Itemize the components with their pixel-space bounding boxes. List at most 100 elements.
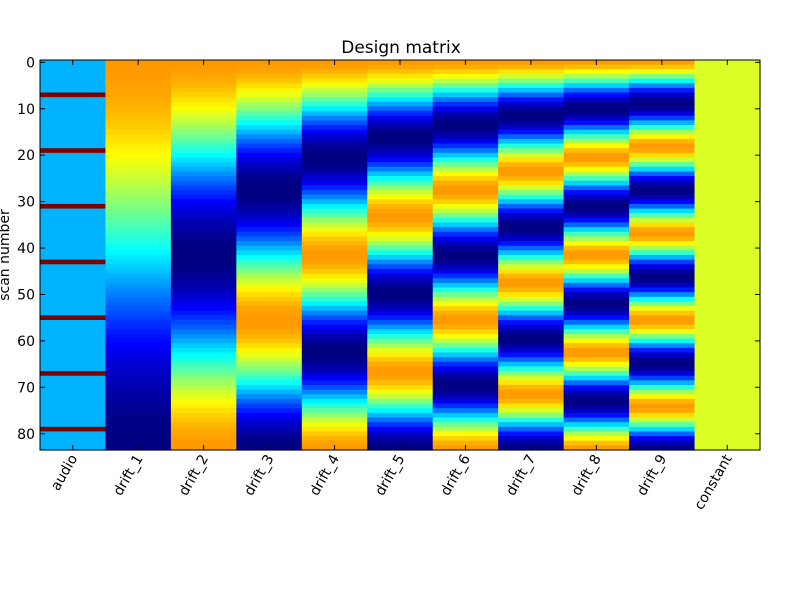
heatmap-cell xyxy=(367,343,434,349)
heatmap-cell xyxy=(301,203,368,210)
heatmap-cell xyxy=(694,138,761,145)
heatmap-cell xyxy=(105,236,172,242)
heatmap-cell xyxy=(105,69,172,75)
heatmap-cell xyxy=(629,403,696,409)
heatmap-cell xyxy=(563,347,630,354)
heatmap-cell xyxy=(629,417,696,423)
heatmap-cell xyxy=(498,78,565,84)
heatmap-cell xyxy=(40,143,107,149)
heatmap-cell xyxy=(498,125,565,131)
heatmap-cell xyxy=(367,208,434,214)
heatmap-cell xyxy=(236,241,303,247)
heatmap-cell xyxy=(105,361,172,368)
heatmap-cell xyxy=(694,264,761,270)
heatmap-cell xyxy=(301,236,368,242)
heatmap-cell xyxy=(170,73,237,80)
heatmap-cell xyxy=(236,176,303,182)
heatmap-cell xyxy=(629,227,696,233)
heatmap-cell xyxy=(40,273,107,279)
heatmap-cell xyxy=(367,366,434,372)
heatmap-cell xyxy=(694,343,761,349)
heatmap-cell xyxy=(629,250,696,256)
heatmap-cell xyxy=(694,203,761,210)
heatmap-cell xyxy=(40,426,107,433)
heatmap-cell xyxy=(236,398,303,405)
heatmap-cell xyxy=(629,306,696,312)
heatmap-cell xyxy=(236,278,303,284)
heatmap-cell xyxy=(432,273,499,279)
heatmap-cell xyxy=(629,148,696,154)
heatmap-cell xyxy=(694,152,761,159)
heatmap-cell xyxy=(367,287,434,293)
heatmap-cell xyxy=(432,241,499,247)
heatmap-cell xyxy=(236,129,303,135)
heatmap-cell xyxy=(301,231,368,238)
heatmap-cell xyxy=(105,287,172,293)
heatmap-cell xyxy=(694,412,761,419)
heatmap-cell xyxy=(301,375,368,381)
heatmap-cell xyxy=(367,138,434,145)
heatmap-cell xyxy=(563,217,630,224)
heatmap-cell xyxy=(629,375,696,381)
heatmap-cell xyxy=(105,343,172,349)
heatmap-cell xyxy=(694,357,761,363)
heatmap-cell xyxy=(301,245,368,251)
heatmap-cell xyxy=(563,375,630,381)
heatmap-cell xyxy=(498,412,565,419)
heatmap-cell xyxy=(236,329,303,335)
heatmap-cell xyxy=(170,408,237,414)
heatmap-cell xyxy=(694,115,761,121)
heatmap-cell xyxy=(236,106,303,112)
heatmap-cell xyxy=(301,278,368,284)
heatmap-cell xyxy=(498,329,565,335)
heatmap-cell xyxy=(367,199,434,205)
heatmap-cell xyxy=(629,385,696,391)
heatmap-cell xyxy=(498,190,565,196)
heatmap-cell xyxy=(432,440,499,446)
heatmap-cell xyxy=(105,111,172,117)
heatmap-cell xyxy=(694,190,761,196)
heatmap-cell xyxy=(367,417,434,423)
heatmap-cell xyxy=(694,366,761,372)
heatmap-cell xyxy=(301,148,368,154)
heatmap-cell xyxy=(301,134,368,140)
heatmap-cell xyxy=(105,203,172,210)
heatmap-cell xyxy=(694,162,761,168)
heatmap-cell xyxy=(432,436,499,442)
heatmap-cell xyxy=(40,255,107,261)
heatmap-cell xyxy=(236,440,303,446)
heatmap-cell xyxy=(40,366,107,372)
heatmap-cell xyxy=(563,408,630,414)
heatmap-cell xyxy=(367,129,434,135)
heatmap-cell xyxy=(432,357,499,363)
heatmap-cell xyxy=(170,398,237,405)
heatmap-cell xyxy=(40,389,107,395)
heatmap-cell xyxy=(40,333,107,340)
heatmap-cell xyxy=(498,250,565,256)
heatmap-cell xyxy=(498,176,565,182)
heatmap-cell xyxy=(170,417,237,423)
heatmap-cell xyxy=(367,143,434,149)
heatmap-cell xyxy=(563,213,630,219)
heatmap-cell xyxy=(498,278,565,284)
heatmap-cell xyxy=(170,343,237,349)
heatmap-cell xyxy=(236,431,303,437)
heatmap-cell xyxy=(694,338,761,344)
heatmap-cell xyxy=(694,148,761,154)
heatmap-cell xyxy=(563,185,630,191)
heatmap-cell xyxy=(563,343,630,349)
heatmap-cell xyxy=(301,157,368,163)
heatmap-cell xyxy=(432,296,499,303)
heatmap-cell xyxy=(432,422,499,428)
heatmap-cell xyxy=(498,120,565,126)
heatmap-cell xyxy=(367,101,434,108)
heatmap-cell xyxy=(170,403,237,409)
heatmap-cell xyxy=(105,190,172,196)
heatmap-cell xyxy=(563,87,630,94)
heatmap-cell xyxy=(105,241,172,247)
heatmap-cell xyxy=(367,87,434,94)
heatmap-cell xyxy=(563,329,630,335)
heatmap-cell xyxy=(694,380,761,386)
heatmap-cell xyxy=(301,176,368,182)
heatmap-cell xyxy=(170,92,237,98)
